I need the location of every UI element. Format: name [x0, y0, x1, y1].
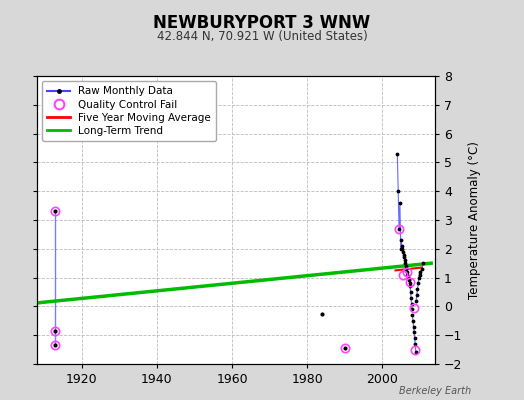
Text: 42.844 N, 70.921 W (United States): 42.844 N, 70.921 W (United States)	[157, 30, 367, 43]
Legend: Raw Monthly Data, Quality Control Fail, Five Year Moving Average, Long-Term Tren: Raw Monthly Data, Quality Control Fail, …	[42, 81, 216, 141]
Y-axis label: Temperature Anomaly (°C): Temperature Anomaly (°C)	[468, 141, 481, 299]
Text: NEWBURYPORT 3 WNW: NEWBURYPORT 3 WNW	[154, 14, 370, 32]
Text: Berkeley Earth: Berkeley Earth	[399, 386, 472, 396]
